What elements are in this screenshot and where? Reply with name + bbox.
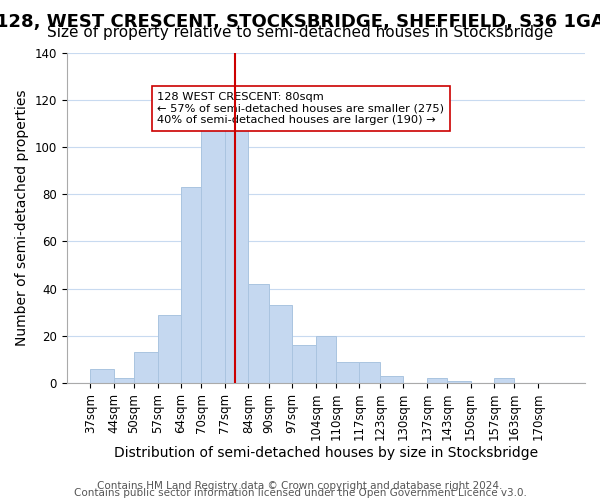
Bar <box>114 378 134 383</box>
Text: 128, WEST CRESCENT, STOCKSBRIDGE, SHEFFIELD, S36 1GA: 128, WEST CRESCENT, STOCKSBRIDGE, SHEFFI… <box>0 12 600 30</box>
Bar <box>292 346 316 383</box>
Text: Contains public sector information licensed under the Open Government Licence v3: Contains public sector information licen… <box>74 488 526 498</box>
Y-axis label: Number of semi-detached properties: Number of semi-detached properties <box>15 90 29 346</box>
X-axis label: Distribution of semi-detached houses by size in Stocksbridge: Distribution of semi-detached houses by … <box>114 446 538 460</box>
Text: Size of property relative to semi-detached houses in Stocksbridge: Size of property relative to semi-detach… <box>47 25 553 40</box>
Bar <box>359 362 380 383</box>
Text: 128 WEST CRESCENT: 80sqm
← 57% of semi-detached houses are smaller (275)
40% of : 128 WEST CRESCENT: 80sqm ← 57% of semi-d… <box>157 92 445 126</box>
Bar <box>201 126 225 383</box>
Bar <box>380 376 403 383</box>
Bar <box>269 305 292 383</box>
Bar <box>181 187 201 383</box>
Bar <box>316 336 336 383</box>
Bar <box>494 378 514 383</box>
Bar <box>336 362 359 383</box>
Bar <box>90 369 114 383</box>
Bar <box>427 378 447 383</box>
Bar <box>158 314 181 383</box>
Text: Contains HM Land Registry data © Crown copyright and database right 2024.: Contains HM Land Registry data © Crown c… <box>97 481 503 491</box>
Bar <box>447 380 470 383</box>
Bar <box>134 352 158 383</box>
Bar <box>248 284 269 383</box>
Bar <box>225 130 248 383</box>
